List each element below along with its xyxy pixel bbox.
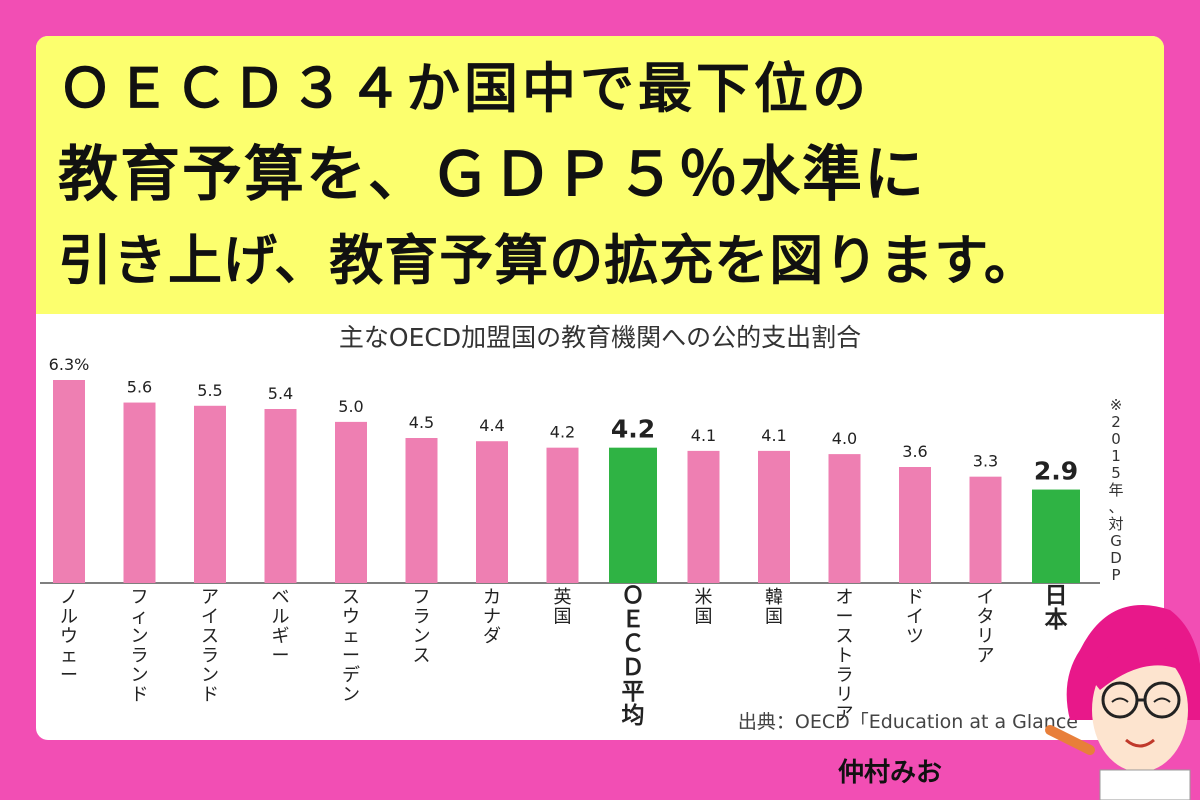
- category-label: イタリア: [977, 587, 995, 667]
- bar: [335, 421, 367, 583]
- value-label: 5.4: [268, 384, 293, 403]
- card: ＯＥＣＤ３４か国中で最下位の 教育予算を、ＧＤＰ５％水準に 引き上げ、教育予算の…: [36, 36, 1164, 740]
- headline-line-3: 引き上げ、教育予算の拡充を図ります。: [58, 229, 1039, 292]
- author-name: 仲村みお: [838, 758, 943, 788]
- category-label: ドイツ: [906, 587, 924, 647]
- chart-source: 出典：OECD「Education at a Glance: [738, 711, 1078, 733]
- category-label: ベルギー: [272, 587, 290, 667]
- value-label: 3.3: [973, 452, 998, 471]
- bar: [969, 476, 1002, 583]
- headline-line-1: ＯＥＣＤ３４か国中で最下位の: [58, 57, 870, 120]
- bar: [758, 450, 790, 583]
- value-label: 4.0: [832, 429, 857, 448]
- category-label: フランス: [413, 587, 431, 667]
- bar: [828, 454, 861, 583]
- category-label: 日本: [1045, 583, 1068, 633]
- category-label: ノルウェー: [60, 587, 78, 686]
- bar: [546, 447, 579, 583]
- bars: 6.3% ノルウェー 5.6 フィンランド 5.5 アイスランド 5.4 ベルギー 5.0 スウェ…: [49, 355, 1080, 729]
- category-label: 韓国: [765, 587, 783, 628]
- bar: [899, 467, 931, 583]
- headline-banner: ＯＥＣＤ３４か国中で最下位の 教育予算を、ＧＤＰ５％水準に 引き上げ、教育予算の…: [36, 36, 1164, 314]
- category-label: スウェーデン: [342, 587, 360, 706]
- bar: [1032, 489, 1080, 583]
- category-label: 英国: [554, 587, 572, 628]
- bar: [123, 402, 156, 583]
- avatar: [1045, 605, 1200, 800]
- chart-note: ※ 2 0 1 5 年、対 G D P: [1108, 396, 1123, 584]
- category-label: ＯＥＣＤ平均: [622, 583, 645, 729]
- value-label: 4.2: [611, 415, 655, 444]
- category-label: フィンランド: [131, 587, 149, 706]
- value-label: 4.5: [409, 413, 434, 432]
- value-label: 4.2: [550, 423, 575, 442]
- bar: [687, 450, 720, 583]
- value-label: 4.4: [479, 416, 504, 435]
- category-label: アイスランド: [201, 587, 219, 706]
- bar: [476, 441, 508, 583]
- value-label: 4.1: [691, 426, 716, 445]
- chart-title: 主なOECD加盟国の教育機関への公的支出割合: [339, 323, 861, 352]
- value-label: 5.5: [197, 381, 222, 400]
- bar: [609, 447, 657, 583]
- value-label: 3.6: [902, 442, 927, 461]
- value-label: 5.0: [338, 397, 363, 416]
- category-label: オーストラリア: [836, 587, 854, 725]
- value-label: 5.6: [127, 378, 152, 397]
- bar: [405, 438, 438, 583]
- bar: [264, 409, 297, 583]
- headline-line-2: 教育予算を、ＧＤＰ５％水準に: [58, 140, 926, 210]
- value-label: 4.1: [761, 426, 786, 445]
- bar: [194, 405, 226, 583]
- bar: [53, 380, 85, 583]
- value-label: 2.9: [1034, 457, 1078, 486]
- value-label: 6.3%: [49, 355, 90, 374]
- category-label: 米国: [695, 587, 713, 628]
- category-label: カナダ: [483, 587, 501, 647]
